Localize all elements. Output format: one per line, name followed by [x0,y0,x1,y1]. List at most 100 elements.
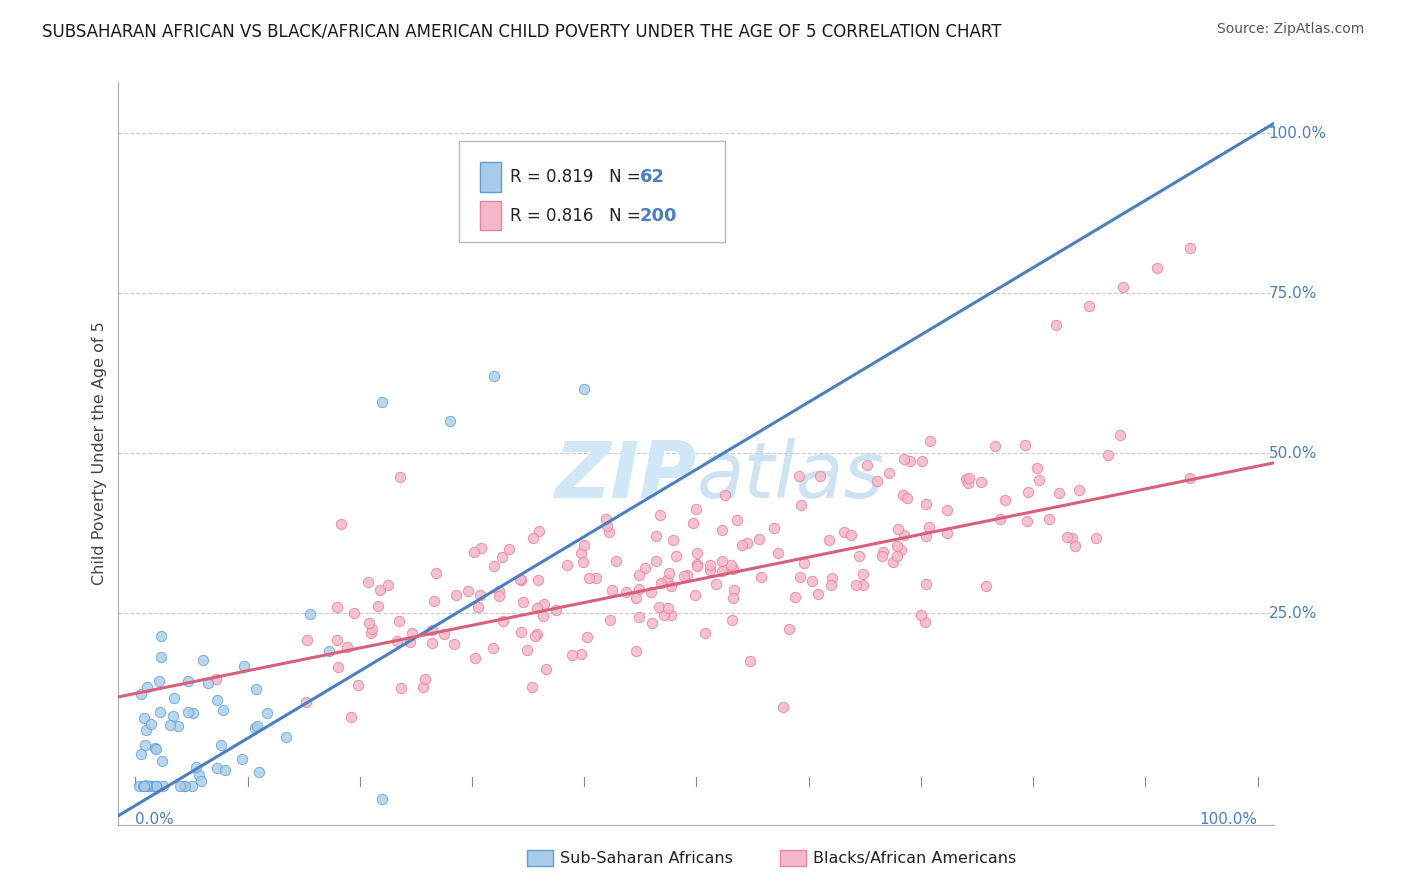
Point [870,549,893,563]
Point [910,608,932,623]
FancyBboxPatch shape [481,201,501,230]
Point [920,434,942,448]
Point [686,546,709,560]
Point [377,578,399,592]
Point [585,571,607,585]
Point [509,625,531,640]
Point [468,588,491,602]
Point [644,554,666,568]
Point [388,614,411,628]
Point [1026,460,1049,475]
Text: R = 0.819   N =: R = 0.819 N = [510,169,647,186]
Point [1045,318,1067,333]
Point [328,659,350,673]
Point [149,649,172,664]
Point [988,511,1011,525]
Point [142,780,165,794]
Point [685,502,707,516]
Point [711,523,734,537]
Point [1097,448,1119,462]
Point [526,626,548,640]
Point [256,706,278,720]
Point [135,778,157,792]
Point [212,703,235,717]
Point [661,533,683,548]
Point [686,558,709,572]
Y-axis label: Child Poverty Under the Age of 5: Child Poverty Under the Age of 5 [93,321,107,585]
Point [356,575,378,590]
Point [915,497,938,511]
Point [882,555,904,569]
Point [1017,485,1039,500]
Point [247,765,270,780]
Point [145,780,167,794]
Point [634,561,657,575]
Point [141,717,163,731]
Point [197,676,219,690]
Point [886,539,908,553]
Point [898,454,921,468]
Text: 0.0%: 0.0% [135,812,174,827]
Point [169,780,191,794]
Point [129,747,152,762]
Point [399,635,422,649]
Point [484,369,506,384]
Text: 25.0%: 25.0% [1268,606,1317,621]
Point [180,780,202,794]
Point [510,574,533,588]
Point [149,705,172,719]
Point [893,452,915,467]
Point [616,585,638,599]
Point [572,555,595,569]
Point [1180,241,1202,255]
Text: Source: ZipAtlas.com: Source: ZipAtlas.com [1216,22,1364,37]
Point [527,573,550,587]
Point [640,616,662,631]
Point [665,549,688,563]
Point [1108,427,1130,442]
Point [346,678,368,692]
Point [891,488,914,502]
Text: SUBSAHARAN AFRICAN VS BLACK/AFRICAN AMERICAN CHILD POVERTY UNDER THE AGE OF 5 CO: SUBSAHARAN AFRICAN VS BLACK/AFRICAN AMER… [42,22,1001,40]
Point [627,567,650,582]
Point [176,706,198,720]
Point [640,584,662,599]
Point [762,521,785,535]
Point [129,687,152,701]
Point [1014,438,1036,452]
Point [974,578,997,592]
Point [516,643,538,657]
Text: ZIP: ZIP [554,438,696,514]
Point [1056,529,1078,543]
Point [699,563,721,577]
Point [721,562,744,576]
Point [457,584,479,599]
Point [598,524,620,539]
Point [735,536,758,550]
Point [163,691,186,706]
Point [766,546,789,560]
Point [143,740,166,755]
Point [520,680,543,694]
Point [808,469,831,483]
Point [371,395,394,409]
Point [672,569,695,583]
Point [132,711,155,725]
Point [807,586,830,600]
Text: 50.0%: 50.0% [1268,446,1317,461]
Point [749,569,772,583]
Point [177,673,200,688]
Point [214,763,236,777]
Point [699,558,721,572]
Point [274,730,297,744]
Point [425,566,447,581]
Point [318,643,340,657]
Point [464,650,486,665]
Point [723,582,745,597]
Point [368,583,391,598]
Point [231,752,253,766]
FancyBboxPatch shape [481,162,501,192]
Point [710,554,733,568]
Point [1062,531,1084,545]
Text: R = 0.816   N =: R = 0.816 N = [510,207,647,225]
